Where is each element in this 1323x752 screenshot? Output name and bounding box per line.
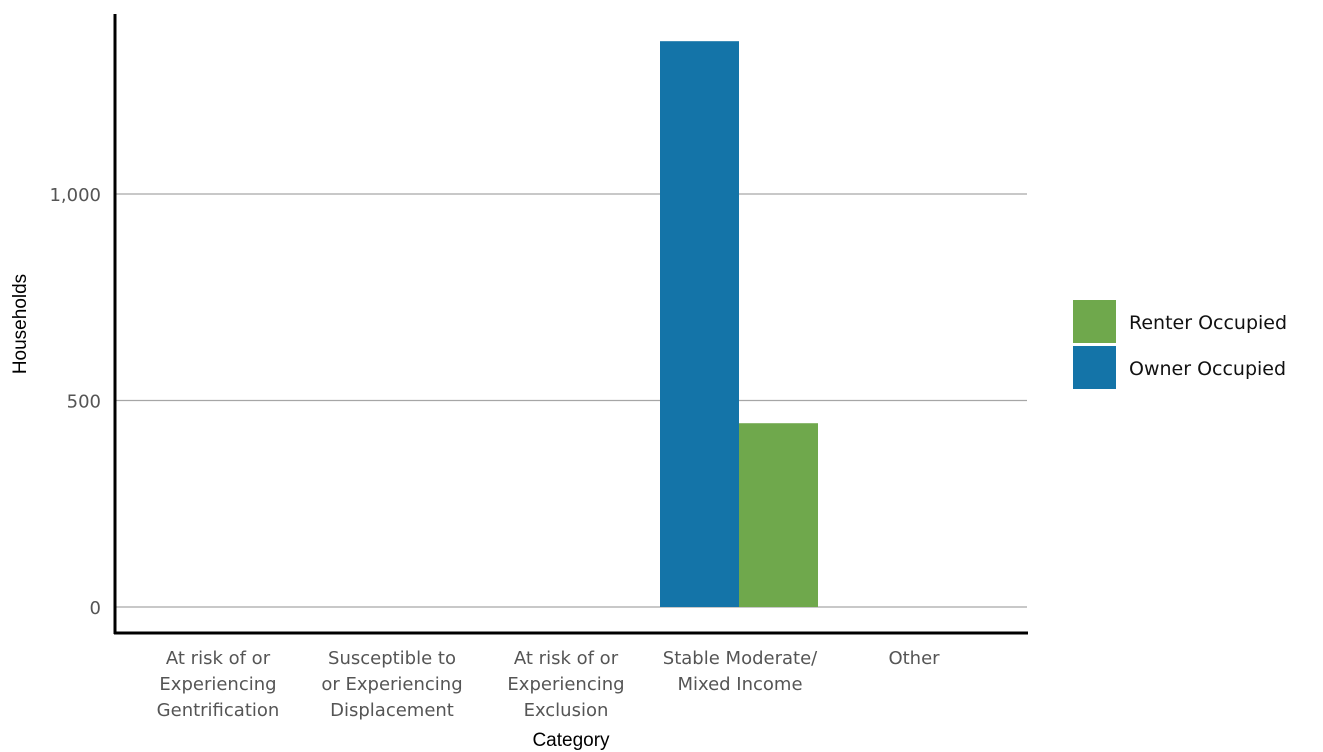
x-tick-label: Experiencing	[507, 674, 624, 695]
legend-label: Owner Occupied	[1129, 358, 1286, 380]
y-axis-title: Households	[10, 274, 31, 374]
legend: Renter Occupied Owner Occupied	[1073, 300, 1287, 389]
x-tick-label: or Experiencing	[321, 674, 462, 695]
x-tick-label: Susceptible to	[328, 648, 456, 669]
gridlines	[115, 193, 1027, 608]
x-tick-label: Exclusion	[524, 700, 609, 721]
x-tick-label: At risk of or	[514, 648, 619, 669]
x-tick-label: Stable Moderate/	[663, 648, 818, 669]
legend-label: Renter Occupied	[1129, 312, 1287, 334]
legend-swatch	[1073, 346, 1116, 389]
x-tick-label: Mixed Income	[677, 674, 802, 695]
x-tick-label: Other	[888, 648, 940, 669]
y-tick-label: 1,000	[49, 185, 101, 206]
x-tick-label: Gentrification	[157, 700, 280, 721]
bar-owner-occupied	[660, 41, 739, 607]
bar-renter-occupied	[739, 423, 818, 607]
legend-swatch	[1073, 300, 1116, 343]
bars	[660, 41, 818, 607]
x-tick-label: Displacement	[330, 700, 454, 721]
y-tick-label: 0	[90, 598, 101, 619]
x-tick-label: At risk of or	[166, 648, 271, 669]
y-tick-labels: 0 500 1,000	[49, 185, 101, 619]
x-tick-labels: At risk of or Experiencing Gentrification S…	[157, 648, 940, 721]
y-tick-label: 500	[67, 392, 101, 413]
x-tick-label: Experiencing	[159, 674, 276, 695]
x-axis-title: Category	[532, 730, 610, 751]
